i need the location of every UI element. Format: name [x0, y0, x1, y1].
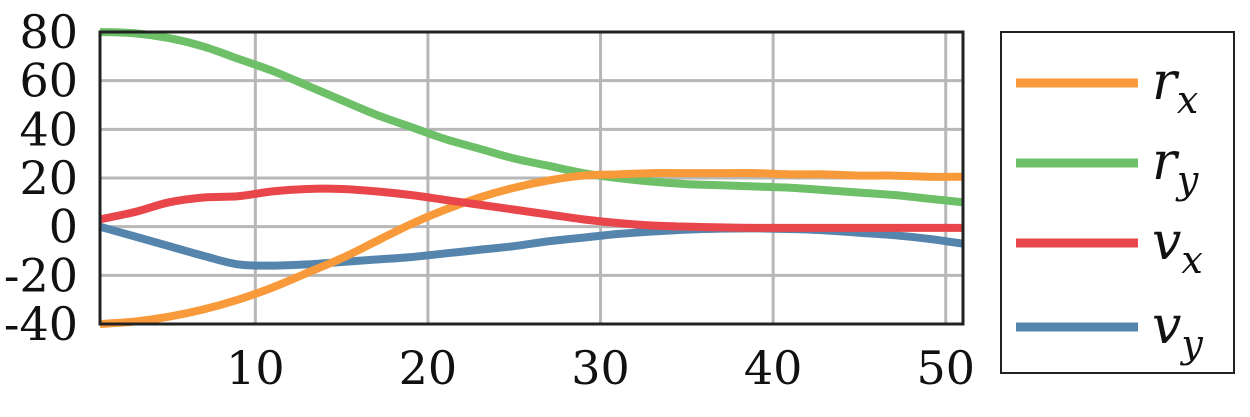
- y-tick-label: -40: [4, 297, 78, 351]
- y-tick-label: 20: [19, 151, 78, 205]
- series-line-vy: [100, 222, 963, 270]
- legend-label-vy: vy: [1152, 296, 1203, 366]
- series-lines: [100, 28, 963, 328]
- y-tick-label: -20: [4, 248, 78, 302]
- y-tick-label: 0: [49, 200, 78, 254]
- x-tick-label: 40: [744, 341, 803, 395]
- x-tick-label: 10: [226, 341, 285, 395]
- series-line-vx: [100, 184, 963, 232]
- x-tick-label: 30: [571, 341, 630, 395]
- series-line-ry: [100, 28, 963, 207]
- plot-frame: [98, 30, 965, 326]
- legend-label-ry: ry: [1152, 132, 1199, 202]
- legend-box: [1000, 31, 1235, 374]
- legend-label-rx: rx: [1152, 52, 1198, 122]
- legend-label-vx: vx: [1152, 212, 1203, 282]
- y-tick-label: 60: [19, 54, 78, 108]
- x-axis-ticks: 10 20 30 40 50: [226, 341, 975, 395]
- y-tick-label: 40: [19, 102, 78, 156]
- y-tick-label: 80: [19, 5, 78, 59]
- x-tick-label: 20: [399, 341, 458, 395]
- legend: rx ry vx vy: [1000, 31, 1235, 374]
- x-tick-label: 50: [916, 341, 975, 395]
- series-line-rx: [100, 169, 963, 328]
